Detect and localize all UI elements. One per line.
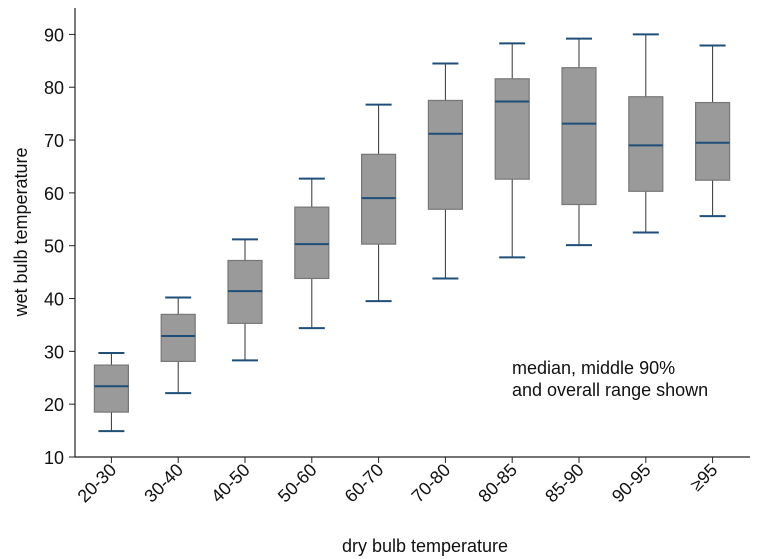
box: [628, 96, 664, 192]
box: [494, 78, 530, 180]
x-tick-label: 50-60: [274, 460, 321, 507]
y-tick-label: 20: [44, 395, 64, 415]
x-tick-label: 20-30: [74, 460, 121, 507]
annotation: median, middle 90%: [512, 358, 675, 378]
y-axis-title: wet bulb temperature: [11, 147, 31, 317]
x-tick-label: ≥95: [686, 460, 721, 495]
box: [694, 101, 731, 181]
box: [561, 67, 597, 206]
x-tick-label: 60-70: [341, 460, 388, 507]
x-tick-label: 85-90: [541, 460, 588, 507]
box: [427, 99, 463, 210]
y-tick-label: 40: [44, 290, 64, 310]
x-tick-label: 70-80: [408, 460, 455, 507]
y-tick-label: 90: [44, 25, 64, 45]
y-tick-label: 30: [44, 342, 64, 362]
x-tick-label: 80-85: [474, 460, 521, 507]
x-tick-label: 30-40: [140, 460, 187, 507]
y-tick-label: 60: [44, 184, 64, 204]
x-tick-label: 40-50: [207, 460, 254, 507]
annotation: and overall range shown: [512, 380, 708, 400]
x-axis-title: dry bulb temperature: [342, 536, 508, 556]
y-tick-label: 80: [44, 78, 64, 98]
box: [160, 313, 196, 362]
y-tick-label: 70: [44, 131, 64, 151]
y-tick-label: 50: [44, 237, 64, 257]
y-tick-label: 10: [44, 448, 64, 468]
box: [294, 206, 330, 280]
box: [93, 364, 130, 413]
box: [361, 153, 397, 245]
x-tick-label: 90-95: [608, 460, 655, 507]
